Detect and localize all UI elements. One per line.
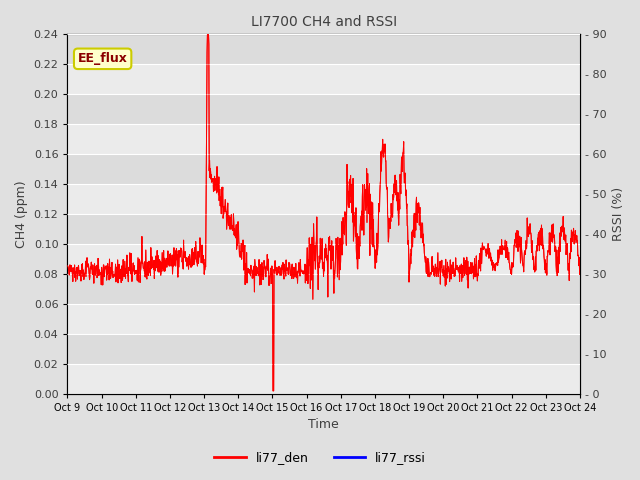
Bar — [67, 364, 580, 394]
li77_den — [236, 243, 243, 249]
Line: li77_den: li77_den — [67, 35, 580, 391]
li77_den — [63, 263, 71, 269]
Bar — [67, 64, 580, 94]
li77_rssi — [404, 188, 412, 194]
li77_rssi — [63, 67, 71, 72]
li77_den — [470, 256, 478, 262]
Bar — [67, 214, 580, 244]
Legend: li77_den, li77_rssi: li77_den, li77_rssi — [209, 446, 431, 469]
li77_rssi — [235, 276, 243, 281]
Bar — [67, 184, 580, 214]
li77_rssi — [274, 32, 282, 37]
li77_rssi — [576, 246, 584, 252]
li77_den — [404, 223, 412, 229]
X-axis label: Time: Time — [308, 419, 339, 432]
Bar — [67, 274, 580, 304]
Y-axis label: CH4 (ppm): CH4 (ppm) — [15, 180, 28, 248]
li77_den — [177, 246, 185, 252]
li77_den — [165, 262, 173, 267]
Bar — [67, 244, 580, 274]
li77_rssi — [165, 292, 173, 298]
li77_rssi — [516, 294, 524, 300]
li77_den — [269, 388, 276, 394]
Title: LI7700 CH4 and RSSI: LI7700 CH4 and RSSI — [251, 15, 397, 29]
Bar — [67, 124, 580, 154]
Bar — [67, 334, 580, 364]
li77_rssi — [177, 155, 185, 161]
Bar — [67, 94, 580, 124]
Bar — [67, 304, 580, 334]
li77_den — [516, 233, 524, 239]
li77_rssi — [256, 316, 264, 322]
Bar — [67, 154, 580, 184]
Bar — [67, 35, 580, 64]
li77_rssi — [470, 207, 478, 213]
Line: li77_rssi: li77_rssi — [67, 35, 580, 319]
Y-axis label: RSSI (%): RSSI (%) — [612, 187, 625, 241]
li77_den — [204, 32, 211, 37]
li77_den — [576, 268, 584, 274]
Text: EE_flux: EE_flux — [77, 52, 127, 65]
